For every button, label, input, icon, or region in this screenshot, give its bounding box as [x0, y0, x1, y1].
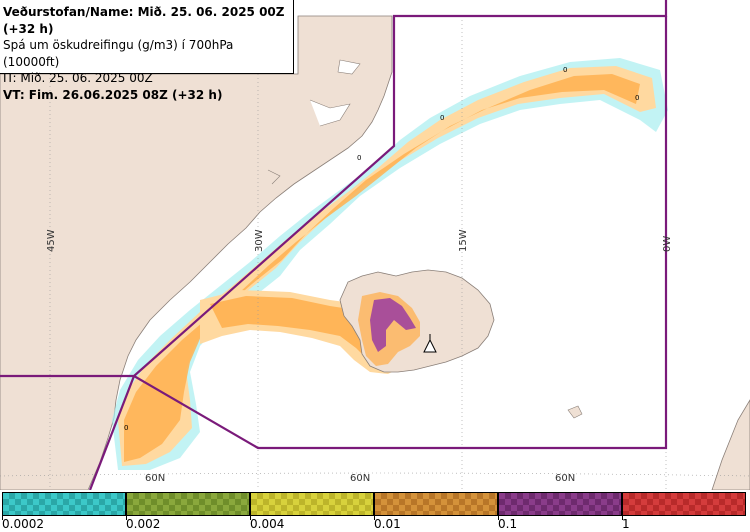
norway-land — [711, 399, 750, 490]
legend-tick — [250, 516, 251, 520]
info-product: Spá um öskudreifingu (g/m3) í 700hPa (10… — [3, 38, 234, 69]
contour-label: 0 — [357, 154, 361, 162]
lon-label-30w: 30W — [254, 229, 265, 252]
contour-label: 0 — [563, 66, 567, 74]
volcano-icon — [423, 334, 437, 353]
legend-tick — [2, 516, 3, 520]
legend-color-bin — [126, 492, 250, 516]
lat-label-60n: 60N — [145, 473, 165, 484]
legend-tick — [126, 516, 127, 520]
legend-color-bin — [622, 492, 746, 516]
legend-threshold: 0.0002 — [2, 517, 44, 531]
legend-threshold: 0.004 — [250, 517, 285, 531]
fjord — [267, 169, 281, 185]
lon-label-15w: 15W — [458, 229, 469, 252]
legend-tick — [622, 516, 623, 520]
ash-dispersion-map: 0 0 0 0 0 45W 30W 15W 0W 60N 60N 60N — [0, 0, 750, 490]
legend-color-bin — [250, 492, 374, 516]
legend-color-bin — [374, 492, 498, 516]
contour-labels: 0 0 0 0 0 — [124, 66, 639, 432]
lon-label-45w: 45W — [46, 229, 57, 252]
fjord — [309, 99, 351, 127]
contour-label: 0 — [124, 424, 128, 432]
legend-threshold: 0.1 — [498, 517, 518, 531]
ash-core — [370, 298, 416, 352]
lon-label-0w: 0W — [662, 236, 673, 252]
legend-threshold: 1 — [622, 517, 630, 531]
forecast-info-box: Veðurstofan/Name: Mið. 25. 06. 2025 00Z … — [0, 0, 294, 102]
fjord — [337, 59, 361, 75]
legend-threshold: 0.01 — [374, 517, 401, 531]
graticule — [0, 16, 750, 490]
faroe-islands — [567, 405, 583, 419]
legend-color-bin — [2, 492, 126, 516]
lat-label-60n: 60N — [555, 473, 575, 484]
contour-label: 0 — [440, 114, 444, 122]
info-valid-time: VT: Fim. 26.06.2025 08Z (+32 h) — [3, 87, 223, 102]
info-issuer: Veðurstofan/Name: Mið. 25. 06. 2025 00Z … — [3, 5, 285, 36]
contour-label: 0 — [635, 94, 639, 102]
legend-color-bin — [498, 492, 622, 516]
lat-label-60n: 60N — [350, 473, 370, 484]
color-legend: 0.0002 0.002 0.004 0.01 0.1 1 — [0, 490, 750, 532]
legend-tick — [374, 516, 375, 520]
legend-threshold: 0.002 — [126, 517, 161, 531]
legend-tick — [498, 516, 499, 520]
info-issue-time: IT: Mið. 25. 06. 2025 00Z — [3, 71, 153, 85]
fir-boundary — [0, 0, 668, 490]
